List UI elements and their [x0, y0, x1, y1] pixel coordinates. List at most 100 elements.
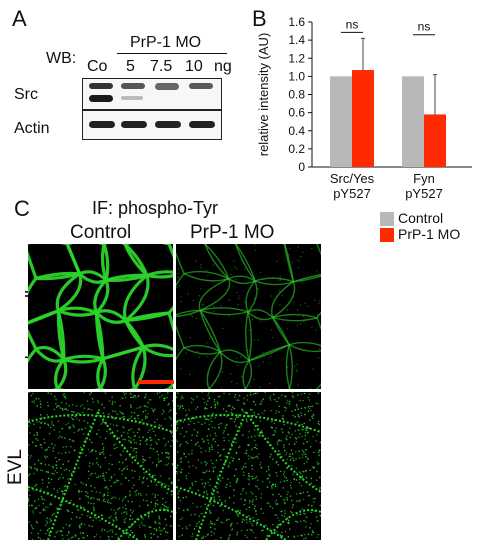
speckle	[313, 466, 316, 468]
speckle	[128, 417, 131, 420]
speckle	[44, 509, 46, 511]
speckle	[30, 466, 32, 468]
speckle	[36, 521, 38, 524]
speckle	[108, 400, 111, 402]
speckle	[46, 506, 49, 509]
speckle	[286, 479, 288, 482]
speckle	[246, 394, 249, 397]
speckle	[89, 451, 92, 453]
speckle	[242, 518, 244, 521]
speckle	[271, 420, 273, 423]
speckle	[149, 526, 152, 529]
speckle	[281, 531, 283, 534]
speckle	[116, 436, 119, 439]
speckle	[301, 456, 304, 459]
speckle	[315, 479, 318, 482]
speckle	[121, 473, 123, 475]
speckle	[231, 417, 233, 420]
speckle	[43, 455, 46, 457]
speckle	[35, 397, 37, 400]
speckle	[257, 457, 259, 459]
speckle	[149, 456, 151, 459]
speckle	[107, 488, 109, 490]
speckle	[133, 447, 135, 450]
speckle	[114, 410, 116, 413]
speckle	[143, 472, 145, 474]
speckle	[138, 505, 141, 507]
speckle	[259, 420, 262, 422]
speckle	[202, 536, 205, 539]
speckle	[210, 522, 212, 525]
speckle	[201, 438, 204, 440]
speckle	[240, 529, 243, 532]
speckle	[130, 446, 132, 449]
speckle	[49, 426, 52, 429]
speckle	[284, 530, 287, 533]
speckle	[190, 439, 193, 442]
speckle	[249, 394, 252, 396]
speckle	[288, 432, 290, 434]
y-tick-label: 0	[298, 160, 305, 174]
speckle	[127, 536, 130, 538]
speckle	[225, 519, 228, 522]
speckle	[79, 405, 82, 408]
speckle	[114, 481, 117, 483]
speckle	[124, 396, 127, 399]
speckle	[208, 337, 211, 340]
speckle	[305, 429, 308, 431]
speckle	[55, 467, 58, 469]
speckle	[220, 521, 222, 523]
speckle	[289, 436, 291, 439]
speckle	[194, 513, 196, 516]
speckle	[53, 473, 55, 475]
speckle	[87, 448, 90, 451]
speckle	[308, 407, 311, 410]
speckle	[258, 365, 260, 367]
speckle	[193, 528, 196, 530]
speckle	[290, 481, 292, 484]
speckle	[115, 533, 118, 536]
category-label: Fyn	[413, 171, 435, 186]
speckle	[33, 472, 36, 475]
speckle	[281, 294, 283, 297]
speckle	[235, 268, 238, 270]
speckle	[133, 439, 135, 441]
speckle	[300, 393, 302, 396]
speckle	[138, 524, 141, 527]
speckle	[71, 403, 74, 406]
speckle	[153, 508, 155, 510]
speckle	[39, 511, 41, 514]
cell-outline	[206, 349, 253, 389]
speckle	[296, 535, 299, 537]
speckle	[261, 432, 264, 434]
speckle	[176, 439, 177, 441]
speckle	[212, 470, 215, 473]
speckle	[94, 472, 97, 475]
speckle	[188, 465, 191, 468]
speckle	[39, 414, 42, 416]
speckle	[164, 518, 167, 521]
speckle	[46, 522, 49, 524]
speckle	[246, 420, 248, 423]
speckle	[227, 299, 230, 301]
speckle	[48, 527, 50, 530]
speckle	[295, 438, 298, 440]
speckle	[234, 278, 237, 281]
speckle	[170, 432, 173, 435]
speckle	[277, 517, 279, 519]
speckle	[251, 522, 253, 525]
speckle	[74, 483, 76, 486]
speckle	[131, 487, 134, 489]
speckle	[109, 432, 112, 435]
speckle	[296, 421, 299, 423]
y-tick-label: 1.6	[288, 15, 305, 29]
y-axis-label: relative intensity (AU)	[256, 33, 271, 157]
speckle	[101, 443, 104, 445]
speckle	[88, 524, 91, 527]
speckle	[205, 470, 208, 472]
mo-header-line	[117, 53, 227, 54]
legend-label-prp1mo: PrP-1 MO	[398, 226, 461, 242]
speckle	[84, 427, 87, 430]
speckle	[76, 412, 79, 415]
speckle	[247, 477, 249, 480]
